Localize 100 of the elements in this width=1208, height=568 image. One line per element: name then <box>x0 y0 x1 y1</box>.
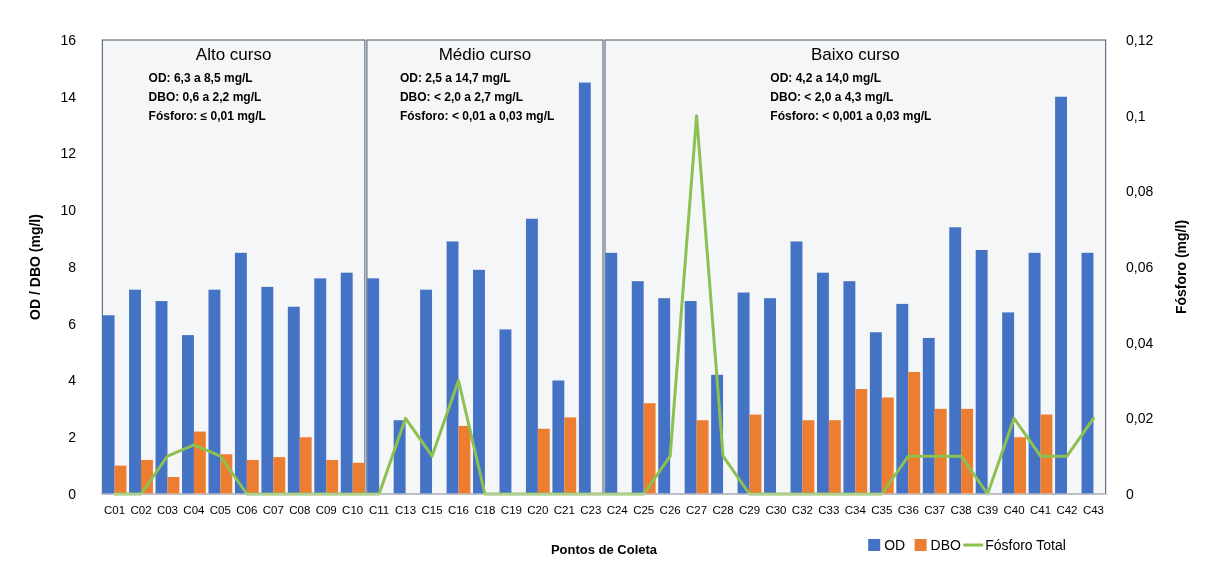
x-tick-label: C07 <box>262 504 284 516</box>
x-tick-label: C43 <box>1082 504 1104 516</box>
bar <box>605 252 618 494</box>
band-label: Médio curso <box>438 45 532 64</box>
annotation: OD: 6,3 a 8,5 mg/L <box>148 71 253 85</box>
bar <box>367 278 380 494</box>
legend-label: OD <box>884 537 906 553</box>
x-tick-label: C35 <box>871 504 893 516</box>
bar <box>564 417 577 494</box>
band-label: Alto curso <box>195 45 272 64</box>
bar <box>843 281 856 494</box>
bar <box>102 315 115 494</box>
x-tick-label: C15 <box>421 504 443 516</box>
x-tick-label: C25 <box>633 504 655 516</box>
y-tick-label: 10 <box>60 202 77 219</box>
bar <box>855 389 868 494</box>
legend-label: Fósforo Total <box>985 537 1066 553</box>
x-tick-label: C21 <box>553 504 575 516</box>
y2-tick-label: 0,1 <box>1126 107 1146 124</box>
bar <box>737 292 750 494</box>
y-axis-title: OD / DBO (mg/l) <box>27 214 43 320</box>
y-tick-label: 8 <box>68 258 77 275</box>
bar <box>287 306 300 494</box>
x-tick-label: C29 <box>738 504 761 516</box>
x-tick-label: C11 <box>368 504 390 516</box>
bar <box>458 425 471 494</box>
bar <box>643 403 656 494</box>
bar <box>1081 252 1094 494</box>
x-tick-label: C30 <box>765 504 787 516</box>
bar <box>129 289 142 494</box>
x-tick-label: C40 <box>1003 504 1025 516</box>
x-tick-label: C05 <box>209 504 231 516</box>
y2-tick-label: 0 <box>1126 485 1134 502</box>
x-tick-label: C23 <box>580 504 602 516</box>
bar <box>473 269 485 494</box>
x-tick-label: C38 <box>950 504 972 516</box>
bar <box>537 428 550 494</box>
bar <box>869 332 882 494</box>
bar <box>273 457 286 494</box>
bar <box>246 459 259 494</box>
bar <box>749 414 762 494</box>
x-tick-label: C34 <box>844 504 867 516</box>
y-tick-label: 14 <box>60 88 77 105</box>
annotation: DBO: < 2,0 a 2,7 mg/L <box>399 90 523 104</box>
x-tick-label: C37 <box>924 504 946 516</box>
x-tick-label: C19 <box>500 504 522 516</box>
x-tick-label: C16 <box>447 504 470 516</box>
bar <box>499 329 512 494</box>
y2-tick-label: 0,02 <box>1126 410 1154 427</box>
annotation: OD: 2,5 a 14,7 mg/L <box>399 71 511 85</box>
bar <box>193 431 206 494</box>
bar <box>182 335 194 494</box>
x-tick-label: C08 <box>289 504 311 516</box>
bar <box>975 249 988 494</box>
x-axis-title: Pontos de Coleta <box>550 542 658 557</box>
bar <box>352 462 365 494</box>
x-tick-label: C42 <box>1056 504 1078 516</box>
x-tick-label: C20 <box>527 504 549 516</box>
bar <box>934 408 947 494</box>
bar <box>684 301 697 494</box>
x-tick-label: C33 <box>818 504 840 516</box>
bar <box>167 476 180 494</box>
x-tick-label: C32 <box>791 504 813 516</box>
annotation: DBO: 0,6 a 2,2 mg/L <box>148 90 262 104</box>
bar <box>764 298 776 494</box>
y2-tick-label: 0,04 <box>1126 334 1154 351</box>
x-tick-label: C13 <box>395 504 417 516</box>
y-tick-label: 0 <box>68 485 77 502</box>
bar <box>314 278 327 494</box>
bar <box>896 303 909 494</box>
y-tick-label: 2 <box>68 429 77 446</box>
bar <box>961 408 974 494</box>
legend-label: DBO <box>930 537 962 553</box>
annotation: Fósforo: < 0,01 a 0,03 mg/L <box>399 109 555 123</box>
bar <box>790 241 803 494</box>
x-tick-label: C03 <box>156 504 179 516</box>
bar <box>949 227 962 494</box>
x-tick-label: C02 <box>130 504 152 516</box>
bar <box>420 289 433 494</box>
x-tick-label: C09 <box>315 504 337 516</box>
bar <box>578 82 591 494</box>
bar <box>1028 252 1041 494</box>
bar <box>261 286 274 494</box>
bar <box>208 289 221 494</box>
y-tick-label: 12 <box>60 145 77 162</box>
bar <box>1002 312 1015 494</box>
annotation: OD: 4,2 a 14,0 mg/L <box>770 71 882 85</box>
x-tick-label: C18 <box>474 504 496 516</box>
bar <box>340 272 353 494</box>
annotation: Fósforo: < 0,001 a 0,03 mg/L <box>770 109 932 123</box>
bar <box>234 252 247 494</box>
y2-tick-label: 0,08 <box>1126 183 1154 200</box>
bar <box>631 281 644 494</box>
y-tick-label: 4 <box>68 372 77 389</box>
x-tick-label: C06 <box>236 504 258 516</box>
x-tick-label: C39 <box>977 504 999 516</box>
bar <box>326 459 339 494</box>
bar <box>299 437 312 494</box>
bar <box>816 272 829 494</box>
bar <box>922 337 935 494</box>
